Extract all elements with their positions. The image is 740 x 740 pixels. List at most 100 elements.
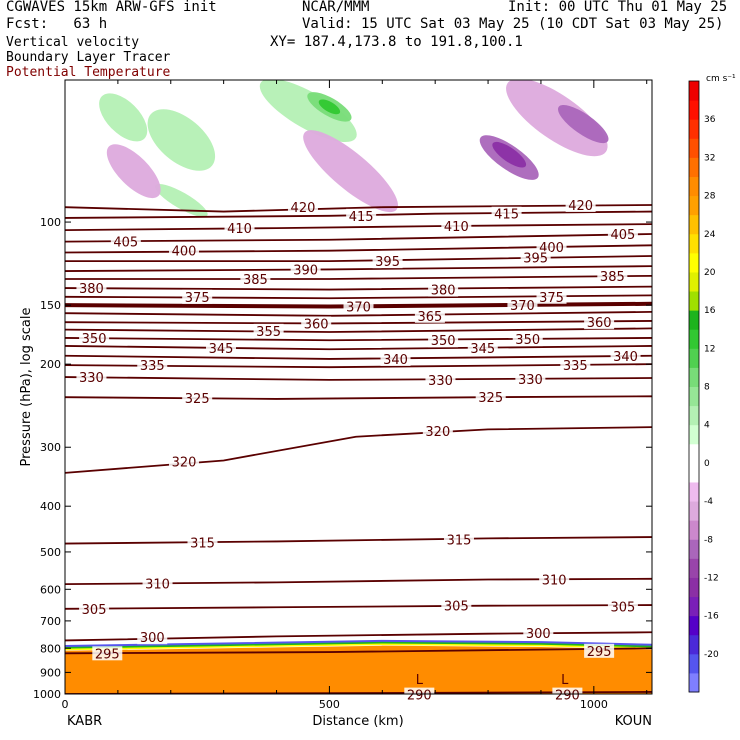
theta-label: 300	[526, 627, 551, 642]
theta-label-bg	[425, 372, 456, 387]
theta-label: 295	[95, 647, 120, 662]
colorbar-label: -20	[704, 650, 719, 660]
theta-label-bg	[290, 262, 321, 277]
theta-label-bg	[76, 281, 107, 296]
boundary-layer-edge	[65, 641, 652, 649]
theta-label: 410	[444, 220, 469, 235]
colorbar-swatch	[689, 462, 699, 483]
theta-label: 310	[542, 574, 567, 589]
x-axis-title: Distance (km)	[312, 714, 403, 729]
theta-contour-305	[65, 604, 652, 610]
theta-label: 335	[140, 359, 165, 374]
theta-label: 305	[82, 603, 107, 618]
colorbar-label: 24	[704, 230, 716, 240]
colorbar-swatch	[689, 653, 699, 674]
theta-label-bg	[182, 391, 213, 406]
theta-label-bg	[79, 330, 110, 345]
header-field-boundary-layer: Boundary Layer Tracer	[6, 50, 171, 65]
vertical-velocity-region	[147, 109, 216, 171]
vertical-velocity-region	[506, 80, 608, 157]
theta-label-bg	[137, 630, 168, 645]
theta-contour-340	[65, 354, 652, 360]
boundary-layer-tracer	[65, 639, 652, 694]
theta-label: 385	[243, 273, 268, 288]
theta-label-bg	[414, 308, 445, 323]
theta-label-bg	[536, 289, 567, 304]
colorbar-swatch	[689, 577, 699, 598]
theta-contour-390	[65, 265, 652, 272]
theta-label-bg	[404, 687, 435, 702]
theta-label: 380	[431, 284, 456, 299]
y-tick-label: 800	[40, 642, 61, 655]
theta-label: 370	[510, 299, 535, 314]
low-marker: L	[416, 673, 424, 688]
theta-label: 330	[428, 374, 453, 389]
theta-label-bg	[520, 250, 551, 265]
header-valid: Valid: 15 UTC Sat 03 May 25 (10 CDT Sat …	[302, 16, 724, 32]
colorbar-swatch	[689, 424, 699, 445]
theta-label-bg	[287, 200, 318, 215]
theta-label: 340	[383, 353, 408, 368]
theta-contour-395	[65, 255, 652, 263]
colorbar-swatch	[689, 271, 699, 292]
theta-label: 385	[600, 270, 625, 285]
vertical-velocity-region	[155, 183, 208, 217]
theta-label-bg	[168, 454, 199, 469]
theta-label-bg	[422, 423, 453, 438]
theta-label-bg	[428, 333, 459, 348]
colorbar-swatch	[689, 233, 699, 254]
colorbar-swatch	[689, 501, 699, 521]
colorbar-swatch	[689, 405, 699, 426]
theta-label: 315	[447, 533, 472, 548]
boundary-layer-edge	[65, 643, 652, 651]
theta-label-bg	[584, 315, 615, 330]
theta-label-bg	[441, 219, 472, 234]
colorbar-frame	[688, 80, 700, 693]
theta-label: 335	[563, 359, 588, 374]
theta-label-bg	[372, 254, 403, 269]
y-tick-label: 700	[40, 615, 61, 628]
theta-label: 350	[515, 333, 540, 348]
colorbar-swatch	[689, 310, 699, 330]
theta-label: 310	[145, 577, 170, 592]
theta-label-bg	[560, 358, 591, 373]
colorbar-swatch	[689, 119, 699, 139]
colorbar-swatch	[689, 672, 699, 693]
theta-label: 395	[523, 252, 548, 267]
theta-label: 405	[113, 236, 138, 251]
theta-label: 325	[185, 392, 210, 407]
theta-contour-315	[65, 536, 652, 545]
theta-label-bg	[346, 208, 377, 223]
theta-label-bg	[343, 299, 374, 314]
vertical-velocity-region	[99, 93, 148, 142]
theta-label-bg	[512, 332, 543, 347]
theta-contour-410	[65, 223, 652, 232]
theta-label: 350	[431, 334, 456, 349]
y-tick-label: 150	[40, 299, 61, 312]
header-xy: XY= 187.4,173.8 to 191.8,100.1	[270, 34, 523, 50]
colorbar-swatch	[689, 100, 699, 120]
header-init: Init: 00 UTC Thu 01 May 25	[508, 0, 728, 15]
theta-label-bg	[443, 532, 474, 547]
theta-contour-360	[65, 320, 652, 325]
colorbar-swatch	[689, 214, 699, 235]
plot-frame	[64, 79, 653, 695]
theta-label: 415	[494, 208, 519, 223]
colorbar-swatch	[689, 634, 699, 655]
colorbar-swatch	[689, 367, 699, 387]
theta-contour-415	[65, 210, 652, 219]
theta-contour-370	[65, 301, 652, 309]
colorbar-swatch	[689, 138, 699, 158]
x-endpoint-left: KABR	[67, 714, 102, 729]
theta-label-bg	[187, 535, 218, 550]
theta-label-bg	[168, 243, 199, 258]
theta-label: 315	[190, 536, 215, 551]
theta-label-bg	[110, 234, 141, 249]
theta-label-bg	[240, 271, 271, 286]
y-tick-label: 400	[40, 500, 61, 513]
colorbar-label: 4	[704, 421, 710, 431]
y-tick-label: 1000	[33, 688, 61, 701]
theta-label-bg	[491, 206, 522, 221]
colorbar-swatch	[689, 252, 699, 273]
